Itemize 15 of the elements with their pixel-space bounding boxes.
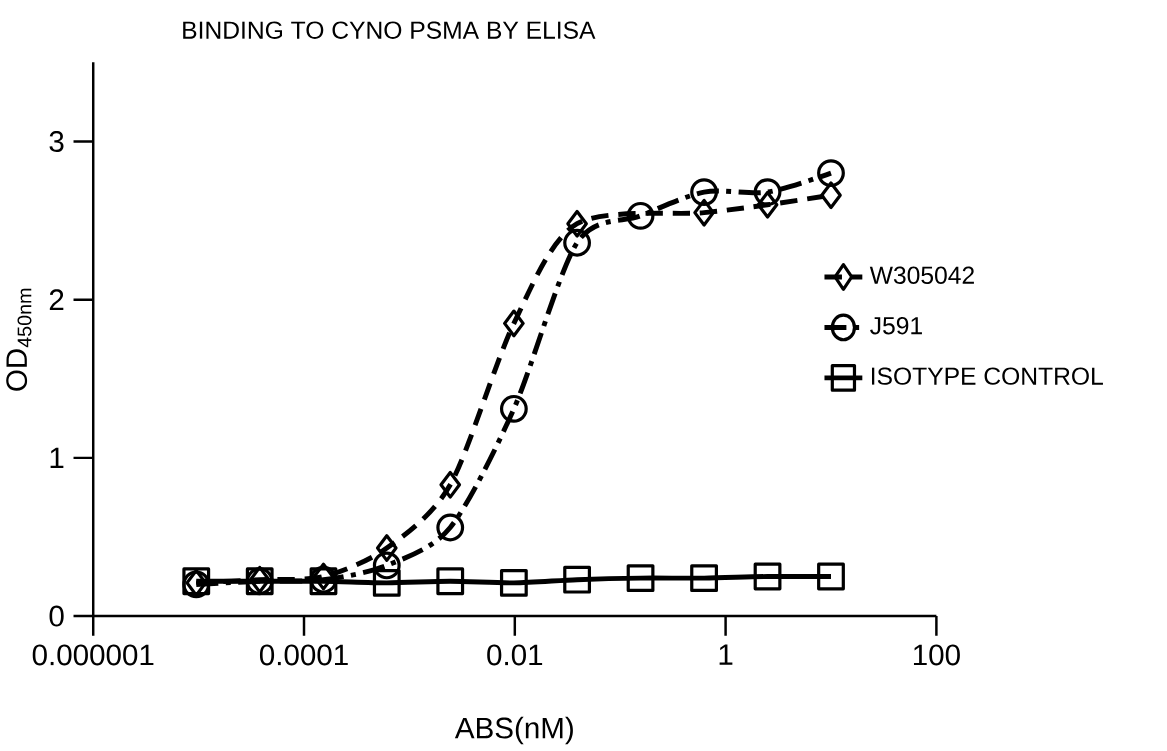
x-axis-title: ABS(nM) [454, 716, 573, 745]
legend-label: W305042 [869, 266, 974, 284]
y-tick-label: 3 [49, 130, 64, 152]
y-tick-label: 1 [50, 447, 64, 468]
legend-label: J591 [870, 316, 922, 335]
chart-title: BINDING TO CYNO PSMA BY ELISA [183, 21, 596, 39]
y-tick-label: 2 [49, 289, 64, 310]
y-axis-title: OD$_{450nm}$ [6, 288, 32, 391]
x-tick-label: 100 [913, 644, 960, 666]
x-tick-label: 0.01 [487, 644, 543, 666]
x-tick-label: 0.000001 [32, 644, 154, 666]
legend-label: ISOTYPE CONTROL [871, 367, 1103, 385]
x-tick-label: 0.0001 [259, 644, 348, 666]
x-tick-label: 1 [719, 644, 733, 665]
y-tick-label: 0 [49, 605, 64, 627]
